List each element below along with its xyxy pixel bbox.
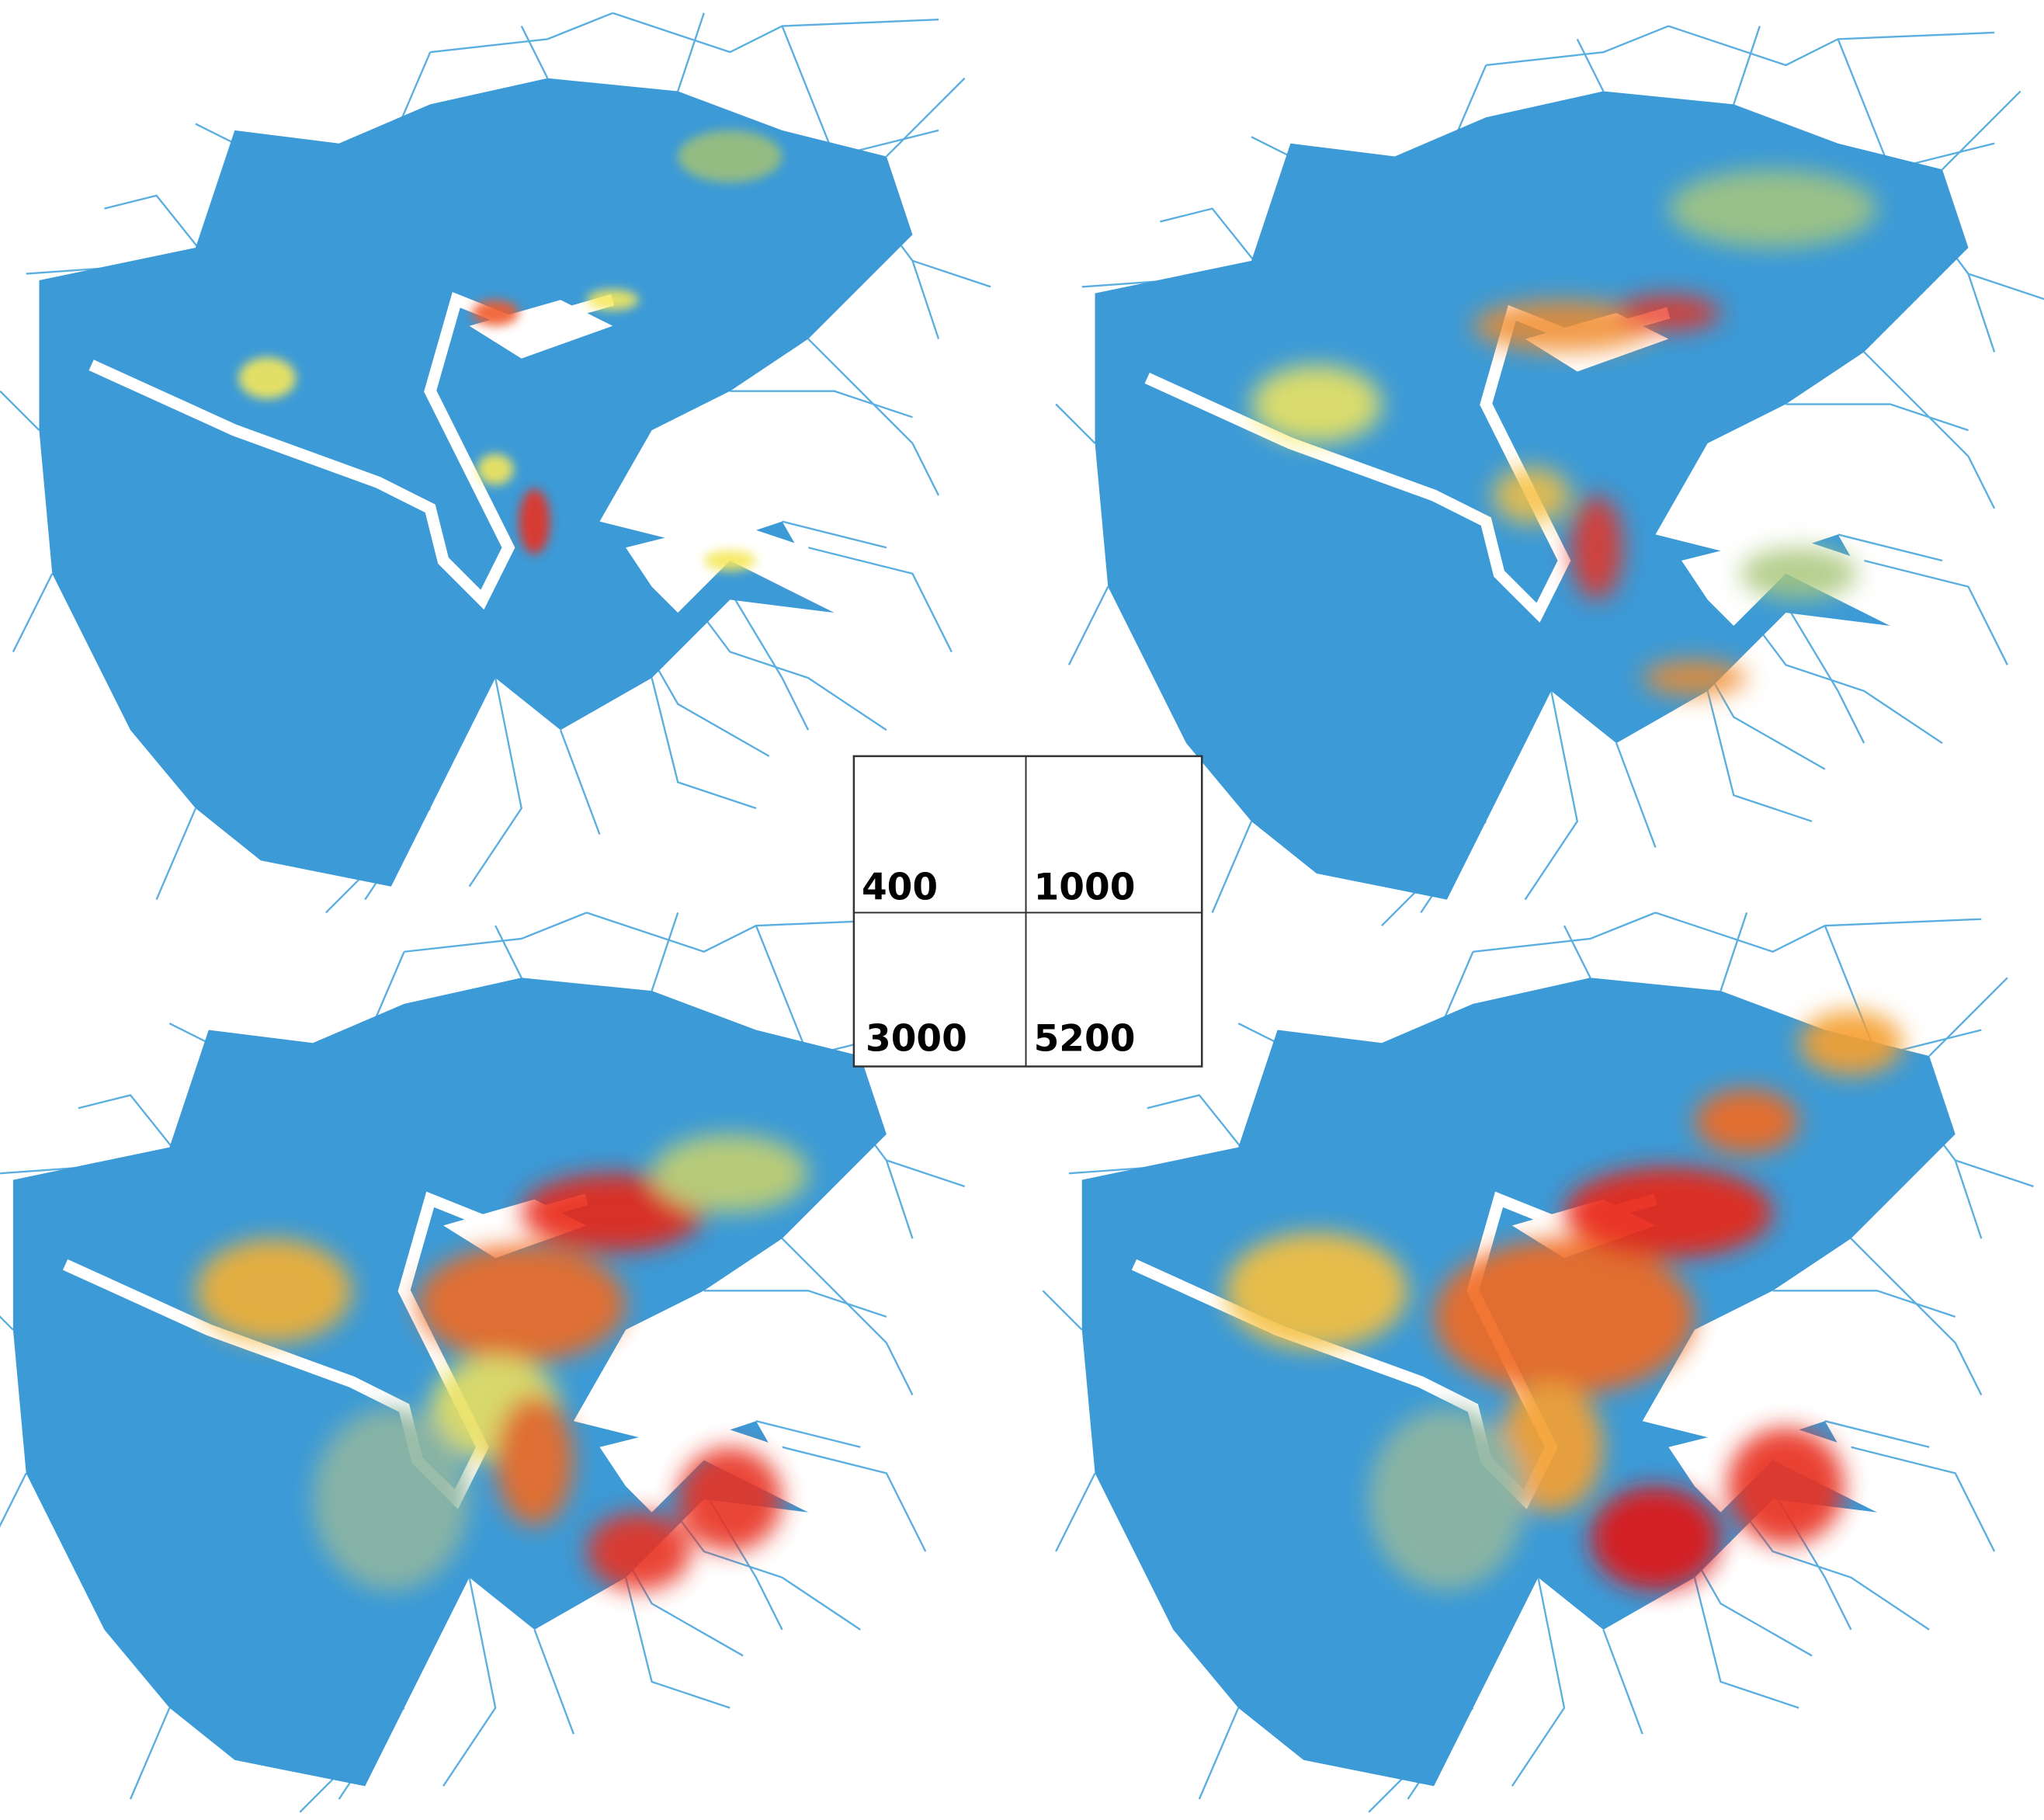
- legend-label: 5200: [1034, 1017, 1136, 1060]
- map-panel-400: [0, 13, 991, 913]
- map-panel-3000: [0, 912, 965, 1812]
- map-panel-1000: [1056, 26, 2044, 926]
- legend-box: [852, 755, 1203, 1068]
- legend-label: 1000: [1034, 867, 1136, 909]
- legend-label: 400: [862, 867, 938, 909]
- legend-grid: 400 1000 3000 5200: [852, 755, 1203, 1068]
- map-panel-5200: [1043, 912, 2033, 1812]
- legend-label: 3000: [866, 1017, 967, 1060]
